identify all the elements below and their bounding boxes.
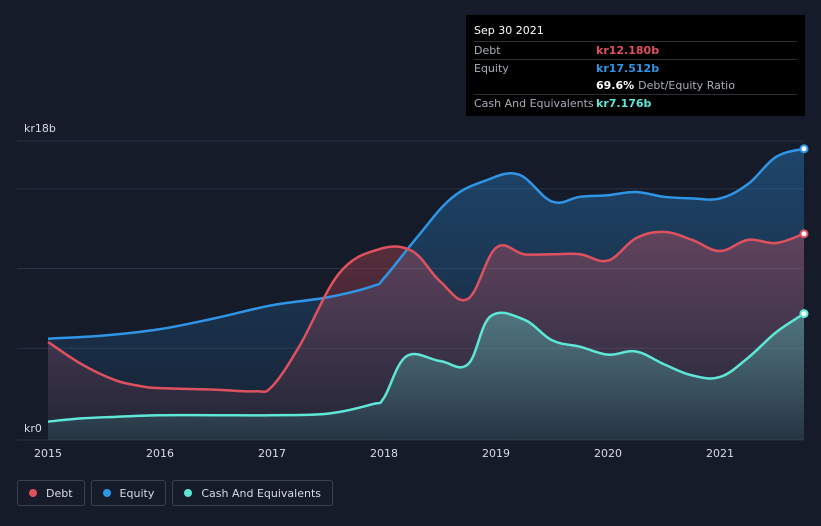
legend-label: Cash And Equivalents [201, 486, 321, 500]
legend-label: Equity [119, 486, 155, 500]
y-tick-label: kr18b [24, 122, 56, 135]
series-line [47, 311, 805, 423]
axis-labels: 2015 2016 2017 2018 2019 2020 2021 kr18b kr0 [24, 122, 734, 460]
tooltip-value: 69.6% [596, 78, 635, 92]
x-tick-label: 2020 [594, 447, 622, 460]
tooltip-value: kr12.180b [596, 43, 660, 57]
tooltip-label: Equity [474, 61, 509, 75]
tooltip-row-equity: Equity kr17.512b [474, 59, 797, 77]
series-end-dot [799, 144, 809, 154]
tooltip-value: kr7.176b [596, 96, 652, 110]
series-line [47, 230, 805, 394]
chart-area: 2015 2016 2017 2018 2019 2020 2021 kr18b kr0 [17, 122, 809, 460]
series-end-dots [799, 144, 809, 319]
series-lines [47, 147, 805, 423]
legend-item-debt[interactable]: Debt [17, 480, 85, 506]
series-end-dot [799, 229, 809, 239]
legend-dot-icon [184, 489, 193, 497]
legend-item-cash[interactable]: Cash And Equivalents [172, 480, 333, 506]
tooltip-panel: Sep 30 2021 Debt kr12.180b Equity kr17.5… [466, 15, 805, 116]
series-line [47, 147, 805, 340]
legend-dot-icon [102, 489, 111, 497]
x-tick-label: 2015 [34, 447, 62, 460]
series-areas [48, 148, 804, 440]
tooltip-row-cash: Cash And Equivalents kr7.176b [474, 94, 797, 112]
x-tick-label: 2016 [146, 447, 174, 460]
x-tick-label: 2017 [258, 447, 286, 460]
x-tick-label: 2019 [482, 447, 510, 460]
tooltip-label: Cash And Equivalents [474, 96, 594, 110]
series-area [48, 312, 804, 440]
tooltip-row-debt: Debt kr12.180b [474, 41, 797, 59]
x-tick-label: 2018 [370, 447, 398, 460]
legend-dot-icon [29, 489, 37, 497]
x-tick-label: 2021 [706, 447, 734, 460]
y-tick-label: kr0 [24, 422, 42, 435]
tooltip-row-ratio: 69.6% Debt/Equity Ratio [474, 77, 797, 94]
legend-item-equity[interactable]: Equity [90, 480, 167, 506]
tooltip-value: kr17.512b [596, 61, 660, 75]
series-end-dot [799, 309, 809, 319]
tooltip-date: Sep 30 2021 [474, 24, 544, 37]
legend: Debt Equity Cash And Equivalents [17, 480, 333, 506]
legend-label: Debt [46, 486, 73, 500]
tooltip-label: Debt [474, 43, 501, 57]
tooltip-ratio-label: Debt/Equity Ratio [638, 78, 735, 92]
